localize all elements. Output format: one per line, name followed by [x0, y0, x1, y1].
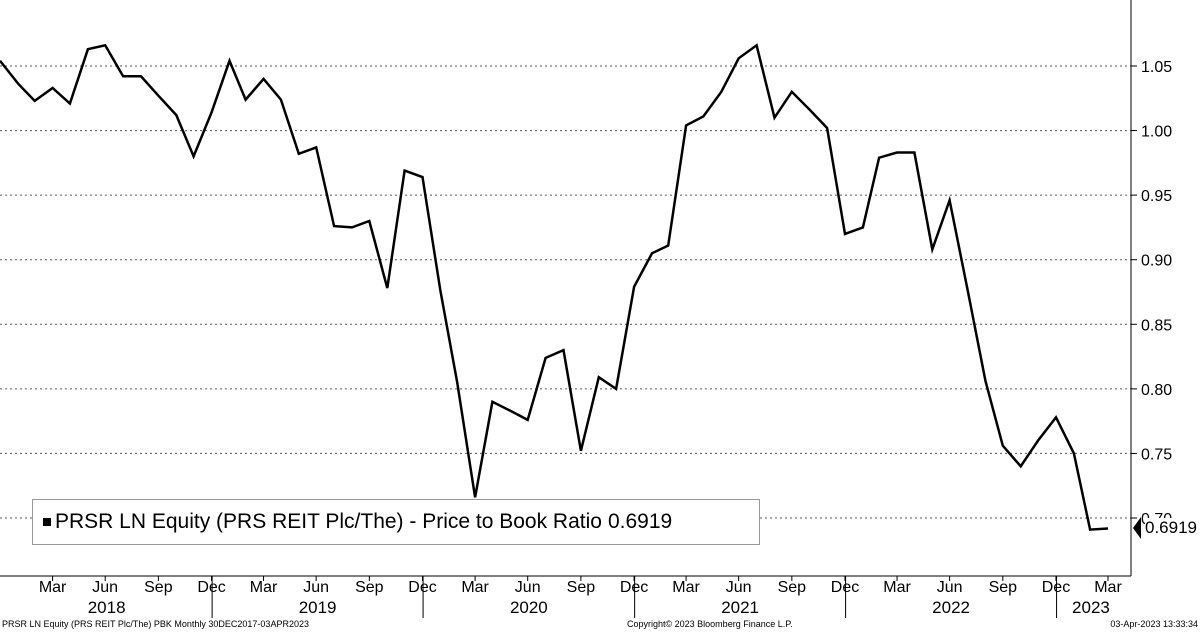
y-tick-label: 0.80 — [1141, 382, 1172, 399]
x-tick-label: Dec — [620, 579, 648, 596]
x-tick-label: Mar — [461, 579, 489, 596]
gridlines — [0, 65, 1131, 519]
footer-timestamp: 03-Apr-2023 13:33:34 — [1110, 619, 1198, 629]
x-tick-label: Sep — [989, 579, 1018, 596]
x-tick-label: Jun — [92, 579, 118, 596]
year-label: 2018 — [88, 598, 126, 617]
x-tick-label: Mar — [672, 579, 700, 596]
series-line — [0, 43, 1109, 531]
year-labels: 2018 2019 2020 2021 2022 2023 — [88, 598, 1110, 617]
year-label: 2023 — [1072, 598, 1110, 617]
x-tick-label: Jun — [303, 579, 329, 596]
x-tick-label: Sep — [778, 579, 807, 596]
year-label: 2021 — [721, 598, 759, 617]
x-tick-label: Mar — [883, 579, 911, 596]
legend-value: 0.6919 — [607, 510, 673, 533]
y-tick-label: 1.00 — [1141, 124, 1172, 141]
y-tick-label: 0.75 — [1141, 446, 1172, 463]
y-axis-ticks: 0.700.750.800.850.900.951.001.05 — [1131, 59, 1172, 528]
x-tick-label: Jun — [937, 579, 963, 596]
x-tick-label: Dec — [408, 579, 436, 596]
series-layer — [0, 43, 1109, 531]
y-tick-label: 0.85 — [1141, 317, 1172, 334]
x-tick-label: Mar — [250, 579, 278, 596]
y-tick-label: 1.05 — [1141, 59, 1172, 76]
x-tick-label: Dec — [197, 579, 225, 596]
x-tick-label: Sep — [567, 579, 596, 596]
x-tick-label: Sep — [355, 579, 384, 596]
footer-copyright: Copyright© 2023 Bloomberg Finance L.P. — [627, 619, 793, 629]
footer-source: PRSR LN Equity (PRS REIT Plc/The) PBK Mo… — [2, 619, 309, 629]
last-value-badge: 0.6919 — [1133, 517, 1199, 539]
x-tick-label: Jun — [515, 579, 541, 596]
x-tick-label: Mar — [1094, 579, 1122, 596]
x-tick-label: Jun — [726, 579, 752, 596]
legend-box: PRSR LN Equity (PRS REIT Plc/The) - Pric… — [32, 499, 760, 545]
y-tick-label: 0.95 — [1141, 188, 1172, 205]
y-tick-label: 0.90 — [1141, 253, 1172, 270]
year-label: 2022 — [932, 598, 970, 617]
year-label: 2020 — [510, 598, 548, 617]
year-label: 2019 — [299, 598, 337, 617]
legend-label: PRSR LN Equity (PRS REIT Plc/The) - Pric… — [55, 510, 602, 533]
x-tick-label: Dec — [831, 579, 859, 596]
legend-swatch — [43, 518, 51, 526]
last-value-label: 0.6919 — [1145, 518, 1197, 538]
x-tick-label: Mar — [39, 579, 67, 596]
axes — [0, 0, 1132, 577]
x-axis-ticks: Mar Jun Sep Dec Mar Jun Sep Dec Mar Jun Sep Dec Mar J… — [39, 576, 1122, 618]
x-tick-label: Sep — [144, 579, 173, 596]
x-tick-label: Dec — [1042, 579, 1070, 596]
